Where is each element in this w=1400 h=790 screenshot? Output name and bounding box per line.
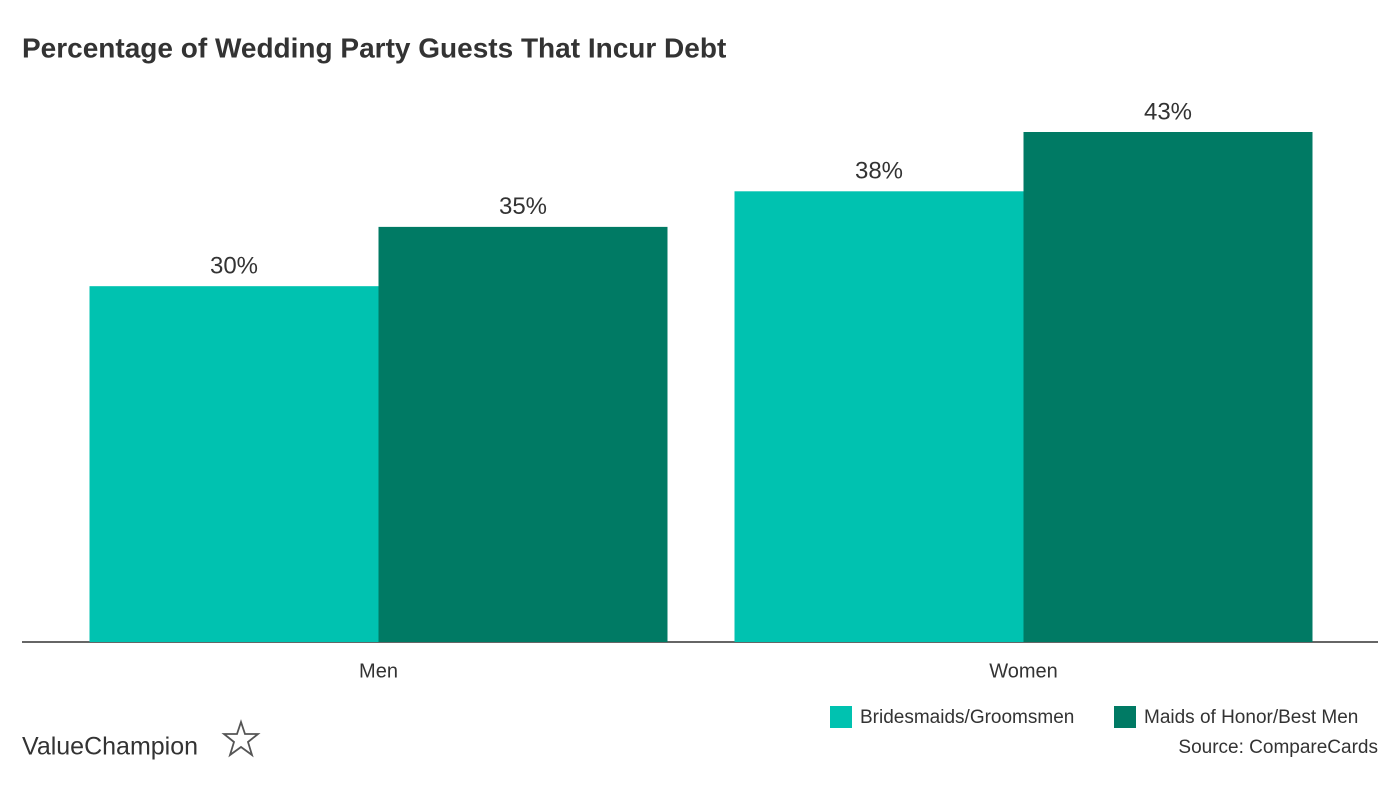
legend-label: Maids of Honor/Best Men — [1144, 707, 1358, 728]
legend-label: Bridesmaids/Groomsmen — [860, 707, 1074, 728]
value-label: 43% — [1144, 98, 1192, 125]
chart-title: Percentage of Wedding Party Guests That … — [22, 32, 726, 63]
brand-logo: ValueChampion — [22, 733, 198, 761]
value-label: 30% — [210, 253, 258, 280]
bar — [734, 191, 1024, 643]
legend-swatch — [830, 706, 852, 728]
value-label: 35% — [499, 193, 547, 220]
source-note: Source: CompareCards — [1178, 737, 1378, 758]
bar — [89, 286, 379, 642]
legend-swatch — [1114, 706, 1136, 728]
logo-star — [221, 719, 261, 758]
x-tick-label: Men — [359, 660, 398, 682]
bar — [378, 226, 668, 642]
value-label: 38% — [855, 158, 903, 185]
x-tick-label: Women — [989, 660, 1058, 682]
bar — [1023, 132, 1313, 642]
